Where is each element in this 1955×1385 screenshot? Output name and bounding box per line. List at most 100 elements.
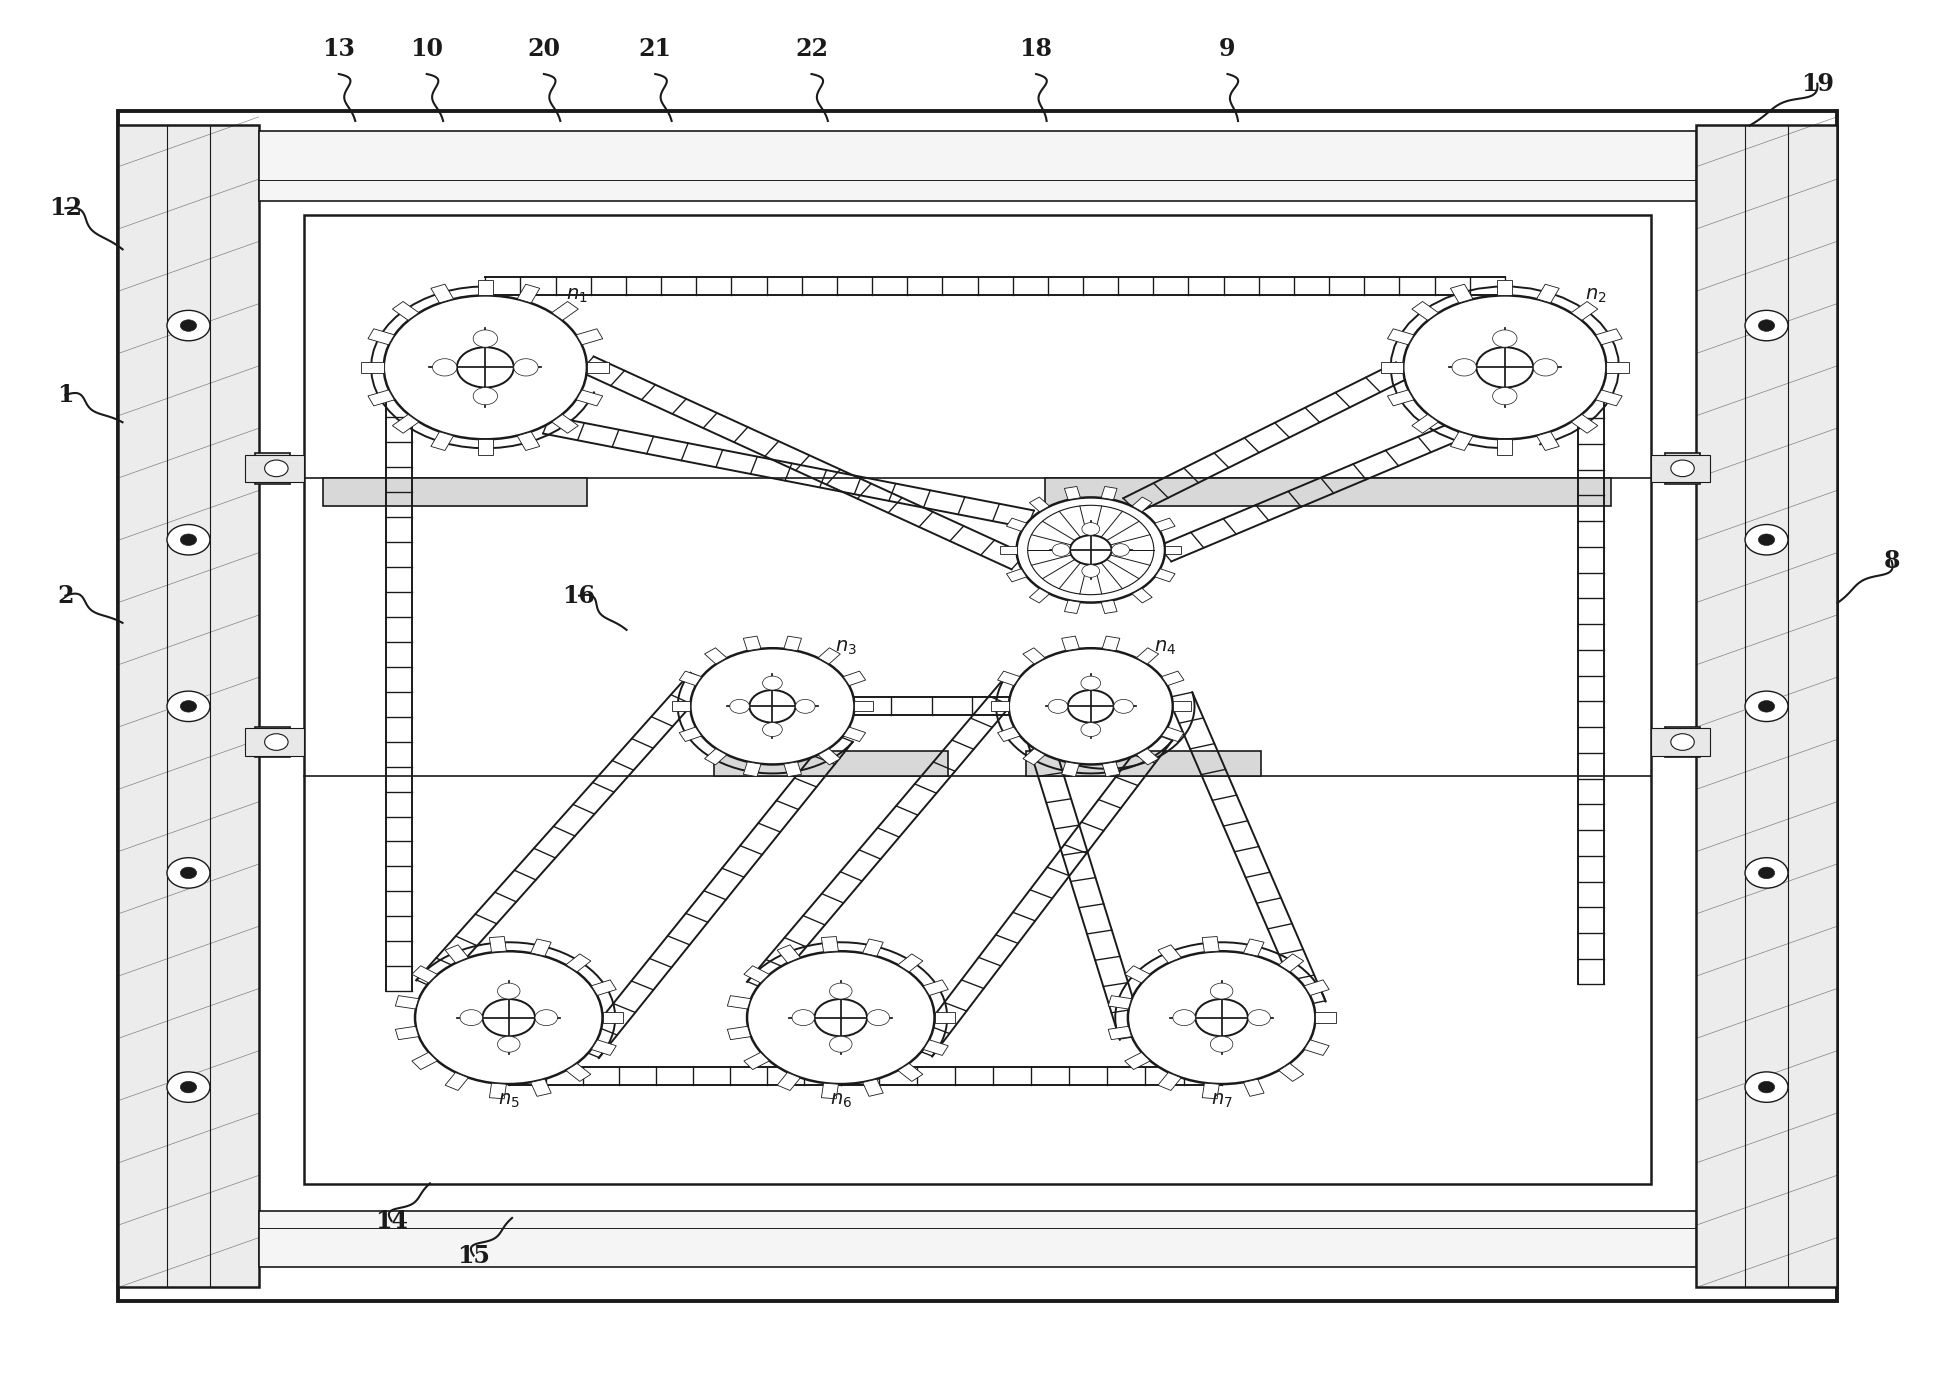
Circle shape xyxy=(1492,388,1517,404)
Polygon shape xyxy=(862,1079,884,1097)
Polygon shape xyxy=(704,749,727,765)
Polygon shape xyxy=(602,1012,624,1024)
Text: 2: 2 xyxy=(57,583,74,608)
Bar xyxy=(1652,454,1711,482)
Polygon shape xyxy=(923,1040,948,1055)
Polygon shape xyxy=(489,936,506,951)
Polygon shape xyxy=(743,965,770,983)
Circle shape xyxy=(414,951,602,1084)
Polygon shape xyxy=(1304,1040,1329,1055)
Polygon shape xyxy=(1064,486,1081,500)
Polygon shape xyxy=(518,432,540,450)
Polygon shape xyxy=(1161,727,1185,741)
Circle shape xyxy=(497,1036,520,1053)
Polygon shape xyxy=(1108,996,1132,1010)
Polygon shape xyxy=(934,1012,956,1024)
Polygon shape xyxy=(673,701,690,712)
Polygon shape xyxy=(1412,414,1439,434)
Polygon shape xyxy=(1388,391,1413,406)
Circle shape xyxy=(1081,565,1099,578)
Polygon shape xyxy=(530,939,551,956)
Circle shape xyxy=(1081,676,1101,690)
Circle shape xyxy=(1533,359,1558,375)
Polygon shape xyxy=(1498,439,1513,456)
Polygon shape xyxy=(817,648,841,663)
Circle shape xyxy=(1173,1010,1195,1026)
Polygon shape xyxy=(704,648,727,663)
Circle shape xyxy=(1758,535,1775,546)
Polygon shape xyxy=(565,954,590,972)
Bar xyxy=(1652,729,1711,756)
Circle shape xyxy=(1210,983,1234,999)
Polygon shape xyxy=(1243,939,1265,956)
Polygon shape xyxy=(1103,636,1120,651)
Circle shape xyxy=(1009,648,1173,765)
Polygon shape xyxy=(395,1026,418,1040)
Circle shape xyxy=(459,1010,483,1026)
Polygon shape xyxy=(368,391,395,406)
Circle shape xyxy=(1048,699,1067,713)
Polygon shape xyxy=(1316,1012,1335,1024)
Circle shape xyxy=(762,723,782,737)
Bar xyxy=(258,1212,1697,1267)
Circle shape xyxy=(166,857,209,888)
Polygon shape xyxy=(1007,569,1026,582)
Bar xyxy=(117,125,258,1288)
Polygon shape xyxy=(843,672,866,686)
Circle shape xyxy=(1210,1036,1234,1053)
Circle shape xyxy=(796,699,815,713)
Polygon shape xyxy=(393,302,418,320)
Polygon shape xyxy=(1136,648,1159,663)
Bar xyxy=(117,111,1838,1302)
Polygon shape xyxy=(727,996,751,1010)
Circle shape xyxy=(762,676,782,690)
Circle shape xyxy=(264,460,287,476)
Circle shape xyxy=(1247,1010,1271,1026)
Text: $n_{3}$: $n_{3}$ xyxy=(835,638,856,658)
Polygon shape xyxy=(590,1040,616,1055)
Polygon shape xyxy=(817,749,841,765)
Polygon shape xyxy=(1161,672,1185,686)
Bar xyxy=(714,751,948,776)
Polygon shape xyxy=(1132,497,1151,511)
Polygon shape xyxy=(551,414,579,434)
Circle shape xyxy=(166,691,209,722)
Polygon shape xyxy=(897,1064,923,1082)
Circle shape xyxy=(1081,522,1099,535)
Polygon shape xyxy=(821,936,839,951)
Polygon shape xyxy=(413,1053,438,1069)
Polygon shape xyxy=(1101,600,1116,614)
Polygon shape xyxy=(1124,965,1150,983)
Text: $n_{6}$: $n_{6}$ xyxy=(829,1091,852,1109)
Polygon shape xyxy=(1279,1064,1304,1082)
Circle shape xyxy=(1746,310,1789,341)
Polygon shape xyxy=(368,328,395,345)
Bar xyxy=(254,453,289,483)
Polygon shape xyxy=(1157,1072,1181,1090)
Circle shape xyxy=(166,525,209,555)
Circle shape xyxy=(1758,867,1775,878)
Circle shape xyxy=(1114,699,1134,713)
Circle shape xyxy=(1052,544,1069,557)
Text: 10: 10 xyxy=(411,37,444,61)
Bar xyxy=(244,729,303,756)
Circle shape xyxy=(264,734,287,751)
Polygon shape xyxy=(1572,302,1597,320)
Circle shape xyxy=(180,701,197,712)
Polygon shape xyxy=(590,979,616,996)
Polygon shape xyxy=(430,284,454,303)
Bar xyxy=(1026,751,1261,776)
Circle shape xyxy=(1758,320,1775,331)
Circle shape xyxy=(1746,1072,1789,1102)
Circle shape xyxy=(432,359,457,375)
Polygon shape xyxy=(518,284,540,303)
Polygon shape xyxy=(778,1072,800,1090)
Polygon shape xyxy=(743,636,760,651)
Polygon shape xyxy=(1155,569,1175,582)
Polygon shape xyxy=(1064,600,1081,614)
Polygon shape xyxy=(1607,361,1629,373)
Polygon shape xyxy=(1498,280,1513,295)
Polygon shape xyxy=(1007,518,1026,532)
Text: $n_{1}$: $n_{1}$ xyxy=(565,287,588,305)
Text: 19: 19 xyxy=(1801,72,1834,96)
